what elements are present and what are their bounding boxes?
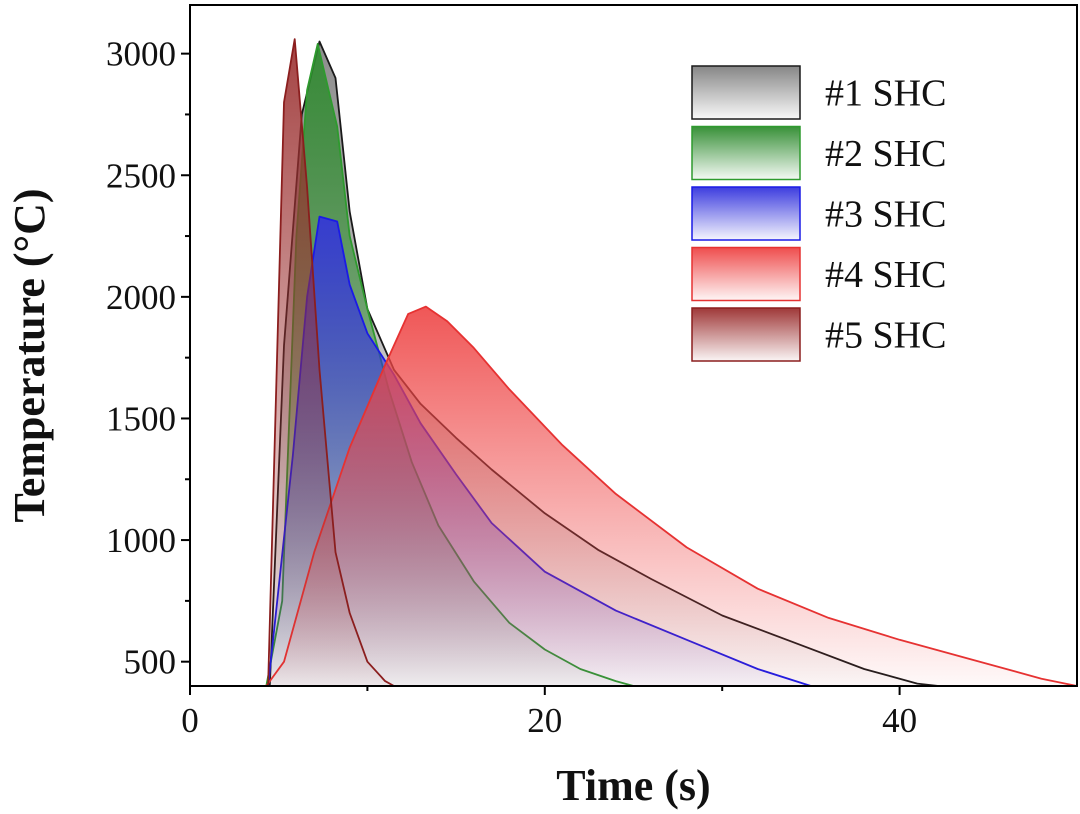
legend-swatch-2 bbox=[691, 125, 801, 181]
series-area-4 bbox=[266, 306, 1077, 686]
legend-label-4: #4 SHC bbox=[825, 254, 946, 296]
y-tick-label: 500 bbox=[124, 643, 177, 682]
ticks-layer: 0 20 40 500 1000 1500 2000 2500 3000 bbox=[106, 35, 917, 740]
y-tick-label: 2500 bbox=[106, 156, 176, 195]
y-tick-label: 3000 bbox=[106, 35, 176, 74]
series-line-5 bbox=[267, 38, 395, 687]
series-layer bbox=[265, 38, 1078, 687]
series-area-5 bbox=[268, 39, 394, 687]
legend: #1 SHC #2 SHC #3 SHC #4 SHC #5 SHC bbox=[691, 65, 946, 362]
plot-frame bbox=[189, 4, 1078, 687]
x-tick-label: 40 bbox=[882, 701, 917, 740]
legend-swatch-5 bbox=[691, 307, 801, 362]
legend-label-3: #3 SHC bbox=[825, 194, 946, 236]
x-tick-label: 20 bbox=[527, 701, 562, 740]
y-tick-label: 1500 bbox=[106, 399, 176, 438]
series-line-4 bbox=[265, 305, 1078, 687]
legend-swatch-1 bbox=[691, 65, 801, 120]
legend-swatch-4 bbox=[691, 246, 801, 302]
x-tick-label: 0 bbox=[181, 701, 199, 740]
y-axis-title: Temperature (°C) bbox=[5, 188, 54, 522]
y-tick-label: 1000 bbox=[106, 521, 176, 560]
legend-label-5: #5 SHC bbox=[825, 315, 946, 357]
legend-label-2: #2 SHC bbox=[825, 133, 946, 175]
y-tick-label: 2000 bbox=[106, 278, 176, 317]
legend-swatch-3 bbox=[691, 186, 801, 241]
x-axis-title: Time (s) bbox=[556, 761, 710, 810]
legend-label-1: #1 SHC bbox=[825, 73, 946, 115]
